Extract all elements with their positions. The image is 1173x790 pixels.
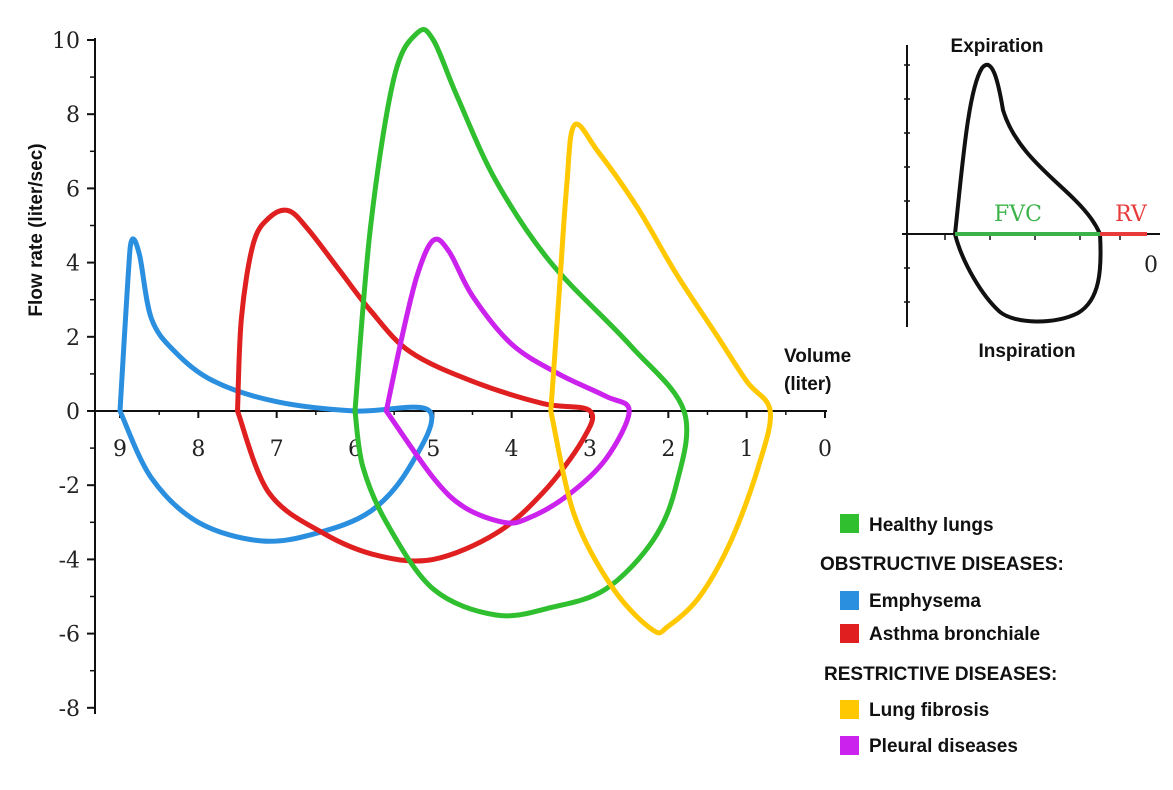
inset-expiration-label: Expiration bbox=[951, 36, 1044, 57]
y-tick-label: 2 bbox=[66, 326, 80, 351]
x-axis-title-line2: (liter) bbox=[784, 374, 832, 395]
y-tick-label: 4 bbox=[66, 252, 80, 277]
legend-label-emphysema: Emphysema bbox=[869, 591, 981, 612]
inset-zero-label: 0 bbox=[1144, 253, 1158, 278]
y-tick-label: 0 bbox=[66, 400, 80, 425]
x-tick-label: 5 bbox=[426, 437, 440, 462]
legend-swatch-healthy bbox=[840, 514, 859, 533]
y-tick-label: -8 bbox=[59, 697, 80, 722]
legend-label-pleural: Pleural diseases bbox=[869, 736, 1018, 757]
curve-healthy-lungs bbox=[352, 26, 690, 619]
curve-lung-fibrosis bbox=[548, 121, 774, 636]
inset-rv-label: RV bbox=[1115, 202, 1148, 227]
inset-y-ticks bbox=[904, 64, 910, 303]
x-tick-label: 1 bbox=[740, 437, 754, 462]
curves bbox=[117, 26, 774, 636]
x-tick-label: 7 bbox=[270, 437, 284, 462]
y-tick-label: 6 bbox=[66, 177, 80, 202]
legend: Healthy lungs OBSTRUCTIVE DISEASES: Emph… bbox=[820, 514, 1064, 757]
y-axis-title: Flow rate (liter/sec) bbox=[26, 143, 47, 316]
inset-schematic: Expiration Inspiration FVC RV 0 bbox=[902, 36, 1160, 362]
legend-header-obstructive: OBSTRUCTIVE DISEASES: bbox=[820, 554, 1064, 575]
inset-fvc-label: FVC bbox=[994, 202, 1042, 227]
legend-swatch-asthma bbox=[840, 624, 859, 643]
x-tick-label: 3 bbox=[583, 437, 597, 462]
y-tick-label: 10 bbox=[52, 29, 80, 54]
legend-label-asthma: Asthma bronchiale bbox=[869, 624, 1040, 645]
x-tick-label: 8 bbox=[191, 437, 205, 462]
legend-swatch-fibrosis bbox=[840, 700, 859, 719]
x-tick-label: 0 bbox=[818, 437, 832, 462]
x-axis-title-line1: Volume bbox=[784, 346, 851, 367]
y-axis-ticks: 10 8 6 4 2 0 -2 -4 -6 -8 bbox=[52, 29, 95, 722]
x-tick-label: 2 bbox=[661, 437, 675, 462]
y-tick-label: 8 bbox=[66, 103, 80, 128]
x-tick-label: 4 bbox=[505, 437, 519, 462]
y-tick-label: -6 bbox=[59, 623, 80, 648]
curve-asthma-bronchiale bbox=[235, 207, 596, 564]
curve-emphysema bbox=[117, 236, 435, 544]
inset-inspiration-label: Inspiration bbox=[978, 341, 1075, 362]
legend-header-restrictive: RESTRICTIVE DISEASES: bbox=[824, 664, 1057, 685]
y-tick-label: -2 bbox=[59, 474, 80, 499]
legend-label-fibrosis: Lung fibrosis bbox=[869, 700, 989, 721]
inset-loop-curve bbox=[953, 63, 1103, 324]
x-tick-label: 9 bbox=[113, 437, 127, 462]
legend-label-healthy: Healthy lungs bbox=[869, 515, 994, 536]
curve-pleural-diseases bbox=[383, 236, 632, 526]
legend-swatch-pleural bbox=[840, 736, 859, 755]
legend-swatch-emphysema bbox=[840, 591, 859, 610]
y-tick-label: -4 bbox=[59, 548, 80, 573]
